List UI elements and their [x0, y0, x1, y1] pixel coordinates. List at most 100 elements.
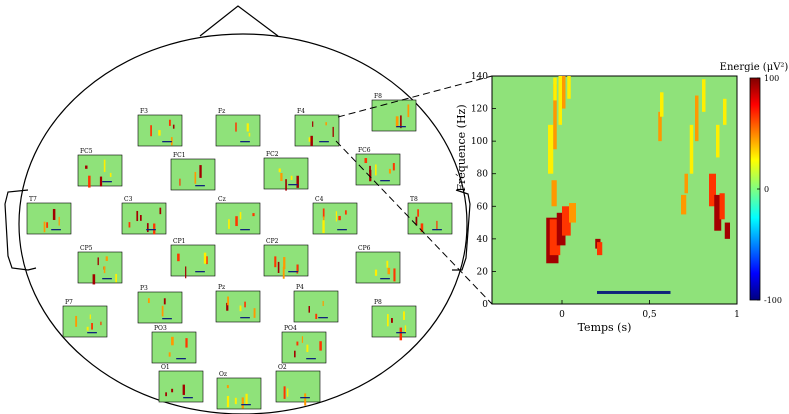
electrode-baseline-bar: [337, 229, 347, 231]
electrode-p4: P4: [293, 284, 339, 323]
baseline-interval-bar: [597, 290, 671, 294]
activation-blob: [277, 261, 280, 273]
electrode-label: T7: [29, 196, 37, 203]
activation-blob: [171, 388, 174, 393]
zoomed-spectrogram: 0 20 40 60 80 100 120 140 0 0,5 1 Temps (s) Fréquenc…: [455, 72, 740, 334]
activation-blob: [306, 344, 309, 353]
activation-blob: [103, 159, 106, 172]
activation-blob: [168, 352, 171, 357]
activation-blob: [325, 122, 327, 126]
activation-blob: [163, 298, 166, 305]
colorbar: Energie (μV²)100 0 -100: [720, 62, 789, 305]
activation-patch: [562, 76, 566, 109]
activation-blob: [400, 115, 402, 129]
activation-blob: [308, 137, 312, 142]
activation-blob: [436, 220, 438, 231]
electrode-spectrogram: [216, 377, 262, 410]
activation-blob: [85, 165, 88, 169]
activation-blob: [58, 216, 60, 226]
electrode-c3: C3: [121, 196, 167, 235]
electrode-spectrogram: [215, 202, 261, 235]
electrode-baseline-bar: [306, 358, 316, 360]
electrode-grid: F3 Fz F4 F8 FC5 FC1 FC2 FC6 T7 C3 Cz C4 T8 CP5 CP1 CP2 C…: [26, 93, 453, 410]
activation-blob: [282, 266, 285, 279]
electrode-spectrogram: [312, 202, 358, 235]
activation-blob: [386, 260, 389, 268]
activation-blob: [97, 257, 99, 266]
y-tick-label: 120: [471, 105, 488, 115]
y-tick-label: 80: [477, 170, 489, 180]
electrode-baseline-bar: [102, 181, 112, 183]
electrode-spectrogram: [355, 153, 401, 186]
electrode-fz: Fz: [215, 108, 261, 147]
activation-blob: [374, 269, 378, 276]
electrode-baseline-bar: [319, 141, 329, 143]
activation-blob: [226, 396, 230, 408]
activation-blob: [75, 315, 78, 327]
electrode-o2: O2: [275, 364, 321, 406]
activation-blob: [161, 305, 164, 317]
electrode-spectrogram: [62, 305, 108, 338]
electrode-label: P8: [374, 299, 382, 306]
electrode-f4: F4: [294, 108, 340, 147]
activation-blob: [245, 393, 248, 405]
electrode-baseline-bar: [162, 318, 172, 320]
activation-blob: [390, 318, 393, 323]
activation-blob: [147, 298, 150, 304]
electrode-baseline-bar: [241, 404, 251, 406]
electrode-baseline-bar: [300, 397, 310, 399]
electrode-po4: PO4: [281, 325, 327, 364]
activation-blob: [296, 175, 299, 188]
activation-blob: [415, 216, 418, 226]
activation-blob: [139, 215, 142, 221]
activation-blob: [322, 208, 325, 218]
activation-blob: [294, 350, 296, 358]
electrode-label: C4: [315, 196, 324, 203]
activation-blob: [310, 135, 313, 146]
activation-blob: [109, 172, 112, 177]
activation-blob: [388, 168, 391, 174]
electrode-label: FC1: [173, 152, 186, 159]
electrode-spectrogram: [26, 202, 72, 235]
activation-blob: [185, 266, 187, 279]
electrode-label: O2: [278, 364, 287, 371]
activation-blob: [52, 208, 56, 220]
activation-blob: [364, 158, 368, 164]
activation-blob: [46, 222, 49, 228]
y-tick-label: 140: [471, 72, 488, 82]
electrode-spectrogram: [407, 202, 453, 235]
electrode-baseline-bar: [87, 332, 97, 334]
activation-blob: [403, 311, 405, 320]
activation-patch: [681, 194, 687, 215]
activation-blob: [274, 256, 277, 268]
electrode-label: P3: [140, 285, 148, 292]
activation-blob: [234, 397, 237, 405]
electrode-baseline-bar: [240, 317, 250, 319]
activation-patch: [702, 79, 706, 112]
electrode-baseline-bar: [51, 229, 61, 231]
activation-blob: [203, 252, 207, 264]
activation-blob: [43, 221, 46, 233]
activation-blob: [296, 341, 299, 346]
activation-blob: [86, 326, 89, 331]
activation-blob: [182, 384, 185, 395]
electrode-label: F8: [374, 93, 382, 100]
activation-blob: [404, 325, 407, 333]
electrode-label: FC2: [266, 151, 279, 158]
colorbar-tick-label: -100: [764, 296, 782, 305]
electrode-fc5: FC5: [77, 148, 123, 188]
electrode-label: C3: [124, 196, 133, 203]
activation-blob: [92, 274, 96, 285]
y-tick-label: 60: [477, 202, 489, 212]
activation-blob: [226, 302, 229, 311]
activation-patch: [556, 212, 566, 246]
electrode-oz: Oz: [216, 371, 262, 410]
y-axis-label: Fréquence (Hz): [455, 104, 468, 191]
activation-blob: [185, 338, 188, 348]
activation-blob: [239, 212, 242, 220]
electrode-label: Fz: [218, 108, 225, 115]
electrode-fc2: FC2: [263, 151, 309, 191]
activation-blob: [228, 219, 230, 229]
electrode-label: Cz: [218, 196, 226, 203]
